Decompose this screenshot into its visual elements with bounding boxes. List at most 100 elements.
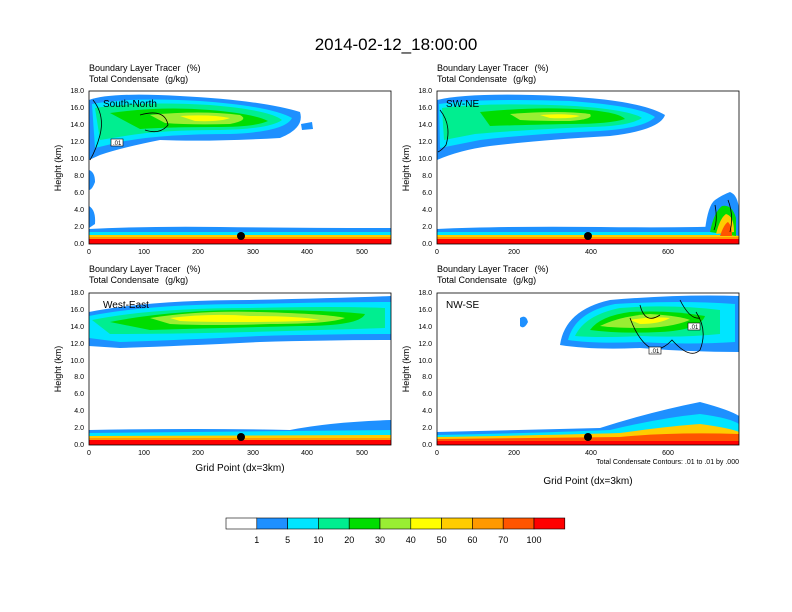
colorbar-swatch [256, 517, 288, 530]
xticks: 0 100 200 300 400 500 [87, 249, 368, 256]
panel-header-line2: Total Condensate (g/kg) [437, 74, 536, 84]
x-tick: 100 [138, 249, 150, 256]
x-tick: 300 [247, 249, 259, 256]
panel-label: South-North [103, 99, 157, 110]
y-tick: 8.0 [422, 173, 432, 180]
xticks: 0 100 200 300 400 500 [87, 450, 368, 457]
y-tick: 4.0 [74, 207, 84, 214]
y-axis-label: Height (km) [53, 145, 63, 192]
y-tick: 0.0 [74, 442, 84, 449]
y-tick: 12.0 [418, 341, 432, 348]
x-tick: 400 [301, 249, 313, 256]
colorbar-label: 70 [498, 535, 508, 545]
colorbar-swatch [379, 517, 412, 530]
y-tick: 4.0 [74, 408, 84, 415]
x-tick: 200 [192, 249, 204, 256]
location-marker [237, 232, 245, 240]
y-tick: 8.0 [74, 374, 84, 381]
x-tick: 200 [508, 450, 520, 457]
y-tick: 2.0 [422, 224, 432, 231]
colorbar-swatch [410, 517, 442, 530]
y-axis-label: Height (km) [53, 346, 63, 393]
panel-fill: .01 [89, 91, 391, 244]
x-tick: 100 [138, 450, 150, 457]
location-marker [584, 232, 592, 240]
y-tick: 8.0 [74, 173, 84, 180]
y-tick: 6.0 [422, 391, 432, 398]
y-tick: 12.0 [418, 139, 432, 146]
plot-frame [88, 292, 392, 446]
x-tick: 500 [356, 249, 368, 256]
yticks: 0.0 2.0 4.0 6.0 8.0 10.0 12.0 14.0 16.0 … [418, 290, 432, 449]
y-tick: 18.0 [418, 88, 432, 95]
colorbar-swatch [318, 517, 350, 530]
xticks: 0 200 400 600 [435, 450, 674, 457]
panel-label: SW-NE [446, 99, 479, 110]
yticks: 0.0 2.0 4.0 6.0 8.0 10.0 12.0 14.0 16.0 … [70, 88, 84, 248]
x-tick: 400 [585, 450, 597, 457]
x-axis-label: Grid Point (dx=3km) [195, 463, 284, 474]
y-tick: 6.0 [74, 391, 84, 398]
y-tick: 2.0 [422, 425, 432, 432]
colorbar-label: 5 [285, 535, 290, 545]
panel-header-line2: Total Condensate (g/kg) [437, 275, 536, 285]
panel-fill [89, 293, 391, 445]
y-tick: 14.0 [418, 122, 432, 129]
colorbar-swatch [441, 517, 473, 530]
x-tick: 200 [508, 249, 520, 256]
colorbar-swatch [225, 517, 258, 530]
location-marker [584, 433, 592, 441]
y-tick: 18.0 [418, 290, 432, 297]
y-tick: 0.0 [422, 442, 432, 449]
y-tick: 6.0 [422, 190, 432, 197]
x-tick: 600 [662, 249, 674, 256]
panel-header-line1: Boundary Layer Tracer (%) [437, 264, 549, 274]
colorbar-label: 30 [375, 535, 385, 545]
colorbar-label: 1 [254, 535, 259, 545]
colorbar-label: 50 [437, 535, 447, 545]
panel-south-north: Boundary Layer Tracer (%) Total Condensat… [53, 63, 392, 256]
panel-label: NW-SE [446, 300, 479, 311]
y-tick: 10.0 [70, 156, 84, 163]
y-tick: 4.0 [422, 207, 432, 214]
x-tick: 300 [247, 450, 259, 457]
y-tick: 16.0 [70, 105, 84, 112]
colorbar-swatch [472, 517, 504, 530]
x-tick: 600 [662, 450, 674, 457]
colorbar-swatch [533, 517, 566, 530]
contour-label: .01 [690, 325, 699, 331]
y-tick: 12.0 [70, 341, 84, 348]
panel-header-line2: Total Condensate (g/kg) [89, 275, 188, 285]
y-tick: 16.0 [70, 307, 84, 314]
contour-label: .01 [113, 141, 122, 147]
yticks: 0.0 2.0 4.0 6.0 8.0 10.0 12.0 14.0 16.0 … [418, 88, 432, 248]
panel-header-line2: Total Condensate (g/kg) [89, 74, 188, 84]
panel-label: West-East [103, 300, 149, 311]
y-tick: 10.0 [418, 358, 432, 365]
y-tick: 10.0 [418, 156, 432, 163]
colorbar-label: 40 [406, 535, 416, 545]
plot-frame [88, 90, 392, 245]
colorbar-label: 60 [467, 535, 477, 545]
y-tick: 14.0 [70, 324, 84, 331]
panel-fill: .01 .01 [437, 293, 739, 445]
x-tick: 400 [301, 450, 313, 457]
panel-header-line1: Boundary Layer Tracer (%) [437, 63, 549, 73]
panel-sw-ne: Boundary Layer Tracer (%) Total Condensat… [401, 63, 740, 256]
colorbar-label: 100 [526, 535, 541, 545]
x-tick: 0 [87, 450, 91, 457]
colorbar-swatch [287, 517, 319, 530]
contour-note: Total Condensate Contours: .01 to .01 by… [596, 459, 739, 466]
colorbar: 1 5 10 20 30 40 50 60 70 100 [225, 517, 566, 545]
yticks: 0.0 2.0 4.0 6.0 8.0 10.0 12.0 14.0 16.0 … [70, 290, 84, 449]
panel-fill [437, 91, 739, 244]
xticks: 0 200 400 600 [435, 249, 674, 256]
x-tick: 400 [585, 249, 597, 256]
plot-frame [436, 90, 740, 245]
location-marker [237, 433, 245, 441]
y-tick: 0.0 [422, 241, 432, 248]
x-tick: 500 [356, 450, 368, 457]
x-tick: 0 [435, 450, 439, 457]
y-tick: 14.0 [70, 122, 84, 129]
y-axis-label: Height (km) [401, 346, 411, 393]
